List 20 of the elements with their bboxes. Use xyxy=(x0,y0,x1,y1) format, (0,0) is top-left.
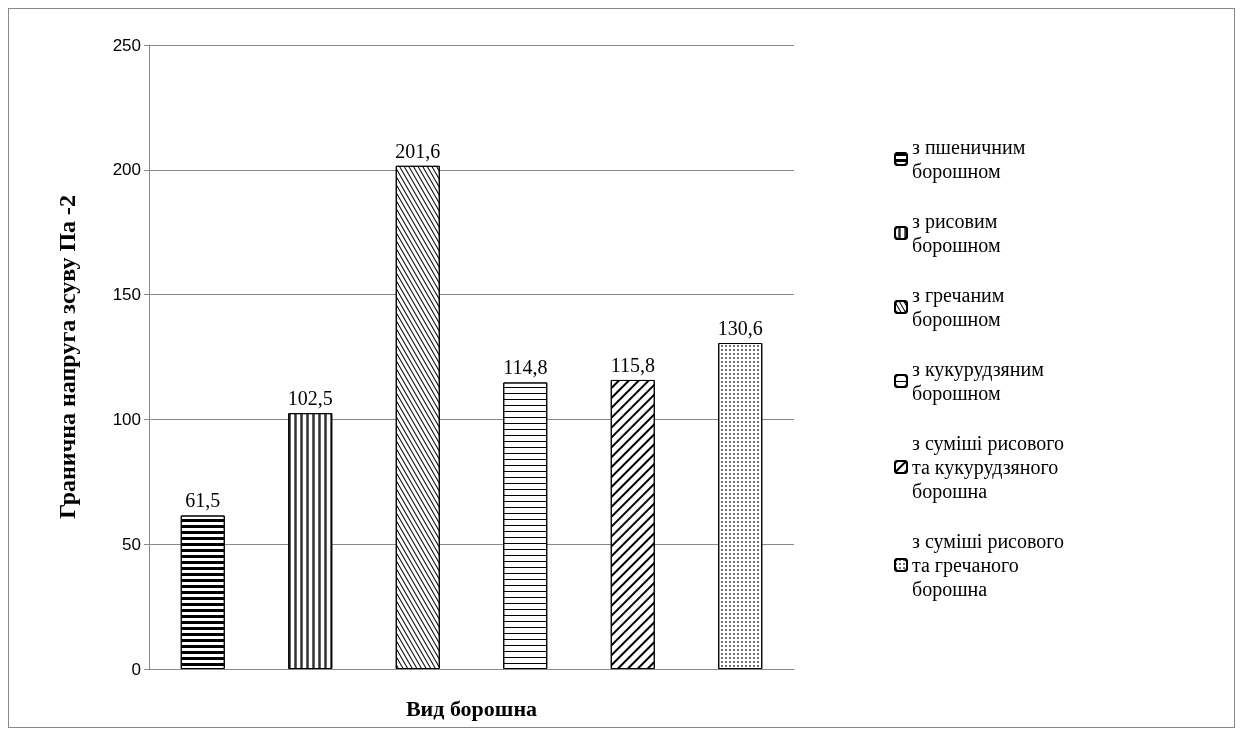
legend-label: з суміші рисового та гречаного борошна xyxy=(912,530,1070,601)
legend-label: з пшеничним борошном xyxy=(912,136,1031,183)
x-axis-title: Вид борошна xyxy=(405,695,538,721)
y-tick-label: 100 xyxy=(112,409,141,429)
legend-label: з гречаним борошном xyxy=(912,284,1010,331)
data-label: 114,8 xyxy=(503,356,548,379)
legend-label: з рисовим борошном xyxy=(912,210,1003,257)
legend-label: з суміші рисового та кукурудзяного борошна xyxy=(912,432,1070,503)
data-label: 115,8 xyxy=(610,353,655,376)
legend-label: з кукурудзяним борошном xyxy=(912,358,1049,405)
data-label: 61,5 xyxy=(185,489,221,512)
y-tick-label: 150 xyxy=(112,285,141,305)
y-tick-label: 250 xyxy=(112,35,141,55)
data-label: 201,6 xyxy=(395,139,441,162)
y-tick-label: 200 xyxy=(112,160,141,180)
data-label: 102,5 xyxy=(287,387,333,410)
y-axis-title: Гранична напруга зсуву Па -2 xyxy=(54,194,80,520)
y-tick-label: 0 xyxy=(131,659,141,679)
y-tick-label: 50 xyxy=(122,534,141,554)
data-label: 130,6 xyxy=(717,317,763,340)
